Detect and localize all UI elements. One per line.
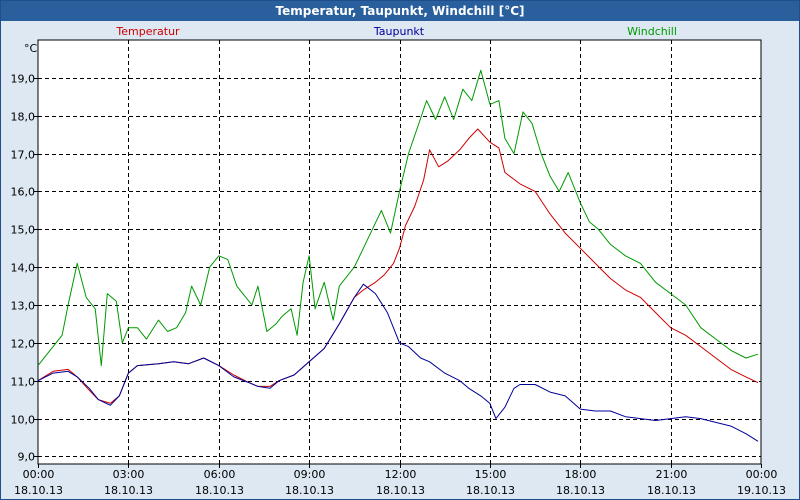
y-tick-label: 15,0 bbox=[11, 224, 36, 237]
y-tick-label: 18,0 bbox=[11, 111, 36, 124]
legend-label-windchill: Windchill bbox=[627, 25, 677, 38]
x-tick-date: 18.10.13 bbox=[556, 484, 605, 497]
x-tick-time: 21:00 bbox=[656, 468, 688, 481]
window-title: Temperatur, Taupunkt, Windchill [°C] bbox=[1, 1, 799, 21]
x-tick-time: 12:00 bbox=[385, 468, 417, 481]
x-tick-date: 18.10.13 bbox=[376, 484, 425, 497]
y-axis: 9,0 10,0 11,0 12,0 13,0 14,0 15,0 16,0 17,0 18,0 1… bbox=[11, 73, 38, 464]
y-tick-label: 17,0 bbox=[11, 149, 36, 162]
y-axis-unit: °C bbox=[24, 42, 38, 55]
x-tick-date: 18.10.13 bbox=[195, 484, 244, 497]
x-tick-date: 18.10.13 bbox=[104, 484, 153, 497]
y-tick-label: 9,0 bbox=[18, 451, 36, 464]
legend-label-temperatur: Temperatur bbox=[115, 25, 180, 38]
x-tick-time: 18:00 bbox=[565, 468, 597, 481]
x-tick-time: 00:00 bbox=[23, 468, 55, 481]
x-tick-time: 03:00 bbox=[113, 468, 145, 481]
series-line-taupunkt bbox=[37, 283, 759, 442]
y-tick-label: 12,0 bbox=[11, 338, 36, 351]
plot-area bbox=[37, 39, 762, 465]
x-tick-time: 06:00 bbox=[204, 468, 236, 481]
y-tick-label: 19,0 bbox=[11, 73, 36, 86]
legend: Temperatur Taupunkt Windchill bbox=[115, 25, 677, 38]
x-tick-date: 19.10.13 bbox=[737, 484, 786, 497]
x-tick-date: 18.10.13 bbox=[285, 484, 334, 497]
x-tick-date: 18.10.13 bbox=[14, 484, 63, 497]
y-tick-label: 16,0 bbox=[11, 186, 36, 199]
y-tick-label: 14,0 bbox=[11, 262, 36, 275]
series-lines bbox=[37, 69, 759, 442]
x-tick-date: 18.10.13 bbox=[647, 484, 696, 497]
x-tick-time: 15:00 bbox=[475, 468, 507, 481]
y-tick-label: 11,0 bbox=[11, 376, 36, 389]
x-tick-time: 00:00 bbox=[746, 468, 778, 481]
x-tick-time: 09:00 bbox=[294, 468, 326, 481]
legend-label-taupunkt: Taupunkt bbox=[373, 25, 425, 38]
grid bbox=[38, 40, 761, 464]
y-tick-label: 13,0 bbox=[11, 300, 36, 313]
series-line-windchill bbox=[37, 69, 759, 367]
x-tick-date: 18.10.13 bbox=[466, 484, 515, 497]
y-tick-label: 10,0 bbox=[11, 414, 36, 427]
x-axis: 00:00 18.10.13 03:00 18.10.13 06:00 18.10.13 0… bbox=[14, 464, 786, 497]
